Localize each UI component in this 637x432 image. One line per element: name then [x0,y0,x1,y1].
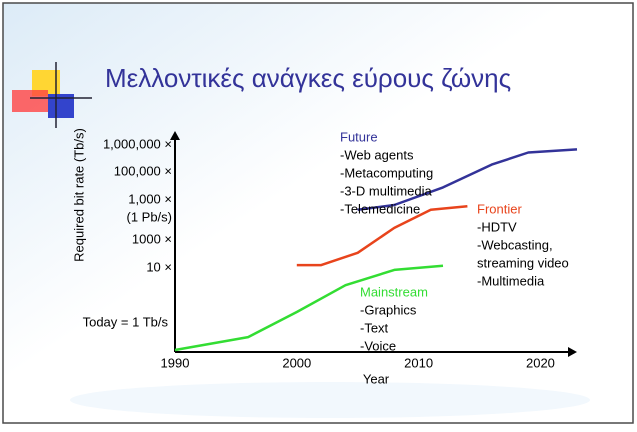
y-level-label: Today = 1 Tb/s [83,314,169,329]
series-item: -Voice [360,338,396,353]
series-line [296,204,468,267]
x-tick-label: 2020 [526,355,555,370]
series-line [174,264,444,352]
x-tick-label: 2000 [282,355,311,370]
series-line [357,148,578,212]
y-level-label: (1 Pb/s) [126,209,172,224]
y-level-label: 1000 × [132,231,172,246]
y-level-label: 10 × [146,259,172,274]
decor-square [12,90,48,112]
decor-wave [70,382,590,418]
series-item: -Graphics [360,302,417,317]
series-item: -Web agents [340,147,414,162]
x-tick-label: 2010 [404,355,433,370]
y-level-label: 1,000,000 × [103,136,172,151]
x-axis-label: Year [363,371,390,386]
series-item: streaming video [477,255,569,270]
series-item: -Metacomputing [340,165,433,180]
series-item: -Multimedia [477,273,545,288]
series-name: Future [340,129,378,144]
series-name: Mainstream [360,284,428,299]
y-axis-arrow [170,131,180,140]
series-item: -Text [360,320,389,335]
series-item: -Telemedicine [340,201,420,216]
series-item: -HDTV [477,219,517,234]
series-item: -3-D multimedia [340,183,433,198]
y-level-label: 1,000 × [128,191,172,206]
y-level-label: 100,000 × [114,163,172,178]
slide-title: Μελλοντικές ανάγκες εύρους ζώνης [105,63,511,93]
x-tick-label: 1990 [161,355,190,370]
y-axis-label: Required bit rate (Tb/s) [71,128,86,262]
series-name: Frontier [477,201,522,216]
series-item: -Webcasting, [477,237,553,252]
x-axis-arrow [568,347,577,357]
